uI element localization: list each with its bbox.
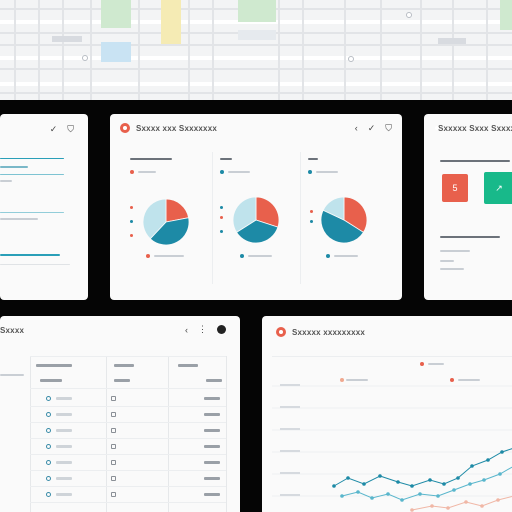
row-action-icon[interactable]	[111, 444, 116, 449]
series-point	[446, 506, 450, 510]
stats-panel: Sxxxxx Sxxx Sxxxxxxx 5 ↗	[424, 114, 512, 300]
row-status-icon[interactable]	[46, 412, 51, 417]
line-chart-panel: Sxxxxx xxxxxxxxx	[262, 316, 512, 512]
series-point	[400, 498, 404, 502]
pie-slice	[149, 217, 190, 246]
pie-slice	[232, 196, 257, 233]
check-icon[interactable]: ✓	[367, 123, 376, 133]
series-point	[500, 450, 504, 454]
pie-slice	[322, 196, 345, 221]
row-action-icon[interactable]	[111, 460, 116, 465]
series-line	[341, 466, 512, 501]
series-point	[498, 472, 502, 476]
series-point	[378, 474, 382, 478]
series-point	[482, 478, 486, 482]
row-status-icon[interactable]	[46, 428, 51, 433]
panel-title: Sxxxx	[0, 325, 25, 335]
row-action-icon[interactable]	[111, 428, 116, 433]
pie-slice	[142, 198, 167, 240]
series-point	[428, 478, 432, 482]
line-chart[interactable]	[262, 356, 512, 512]
panel-title: Sxxxxx Sxxx Sxxxxxxx	[438, 123, 512, 133]
pie-chart[interactable]	[232, 196, 280, 244]
row-status-icon[interactable]	[46, 476, 51, 481]
series-point	[452, 488, 456, 492]
row-action-icon[interactable]	[111, 396, 116, 401]
table-panel: Sxxxx ‹ ⋮	[0, 316, 240, 512]
chevron-icon[interactable]: ‹	[354, 123, 358, 133]
pie-slice	[236, 219, 279, 244]
left-panel: ✓ ⛉	[0, 114, 88, 300]
series-point	[430, 504, 434, 508]
row-action-icon[interactable]	[111, 492, 116, 497]
series-point	[442, 482, 446, 486]
series-point	[356, 490, 360, 494]
series-point	[436, 494, 440, 498]
series-point	[332, 484, 336, 488]
panel-title: Sxxxxx xxxxxxxxx	[292, 327, 366, 337]
chevron-icon[interactable]: ✓	[49, 124, 58, 134]
row-status-icon[interactable]	[46, 396, 51, 401]
pie-chart[interactable]	[142, 198, 190, 246]
series-line	[411, 495, 512, 511]
series-point	[370, 496, 374, 500]
series-point	[456, 476, 460, 480]
series-point	[464, 500, 468, 504]
profile-icon[interactable]	[217, 325, 226, 334]
series-point	[418, 492, 422, 496]
pie-chart[interactable]	[320, 196, 368, 244]
map-pin-icon[interactable]	[82, 55, 88, 61]
app-logo-icon	[276, 327, 286, 337]
series-point	[496, 498, 500, 502]
stat-tile-red[interactable]: 5	[442, 174, 468, 202]
row-action-icon[interactable]	[111, 476, 116, 481]
shield-icon[interactable]: ⛉	[385, 123, 392, 133]
series-point	[470, 464, 474, 468]
shield-icon[interactable]: ⛉	[67, 124, 74, 134]
pie-slice	[320, 209, 364, 244]
app-logo-icon	[120, 123, 130, 133]
series-point	[362, 482, 366, 486]
series-point	[410, 508, 414, 512]
chart-icon: ↗	[495, 182, 503, 193]
series-point	[346, 476, 350, 480]
map-pin-icon[interactable]	[406, 12, 412, 18]
series-point	[480, 504, 484, 508]
back-icon[interactable]: ‹	[185, 324, 188, 335]
pie-slice	[255, 196, 280, 228]
series-point	[396, 480, 400, 484]
series-point	[386, 492, 390, 496]
row-status-icon[interactable]	[46, 444, 51, 449]
panel-title: Sxxxx xxx Sxxxxxxx	[136, 123, 218, 133]
series-point	[486, 458, 490, 462]
more-icon[interactable]: ⋮	[198, 324, 207, 334]
map-pin-icon[interactable]	[348, 56, 354, 62]
map-view[interactable]	[0, 0, 512, 100]
row-action-icon[interactable]	[111, 412, 116, 417]
row-status-icon[interactable]	[46, 492, 51, 497]
series-point	[340, 494, 344, 498]
stat-value: 5	[452, 183, 458, 193]
stat-tile-green[interactable]: ↗	[484, 172, 512, 204]
pie-dashboard-panel: Sxxxx xxx Sxxxxxxx ‹ ✓ ⛉	[110, 114, 402, 300]
series-point	[468, 482, 472, 486]
series-point	[410, 484, 414, 488]
row-status-icon[interactable]	[46, 460, 51, 465]
